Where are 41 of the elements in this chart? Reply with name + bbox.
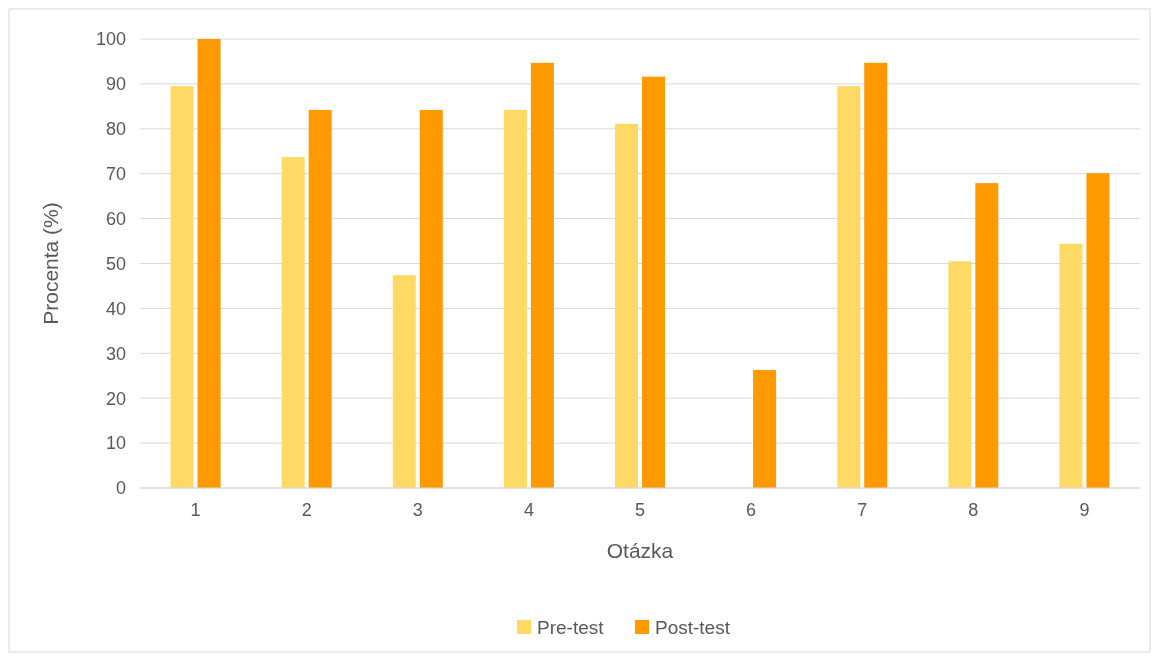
bar (975, 183, 999, 488)
bar (170, 86, 194, 488)
bar (197, 39, 221, 488)
x-tick-label: 1 (190, 500, 201, 520)
y-tick-label: 40 (105, 298, 126, 319)
x-tick-label: 7 (857, 500, 868, 520)
legend-label: Pre-test (537, 616, 605, 638)
bar (1086, 173, 1110, 488)
y-tick-label: 20 (105, 388, 126, 409)
y-tick-label: 50 (105, 253, 126, 274)
x-tick-label: 5 (634, 500, 646, 520)
bar (864, 62, 888, 488)
bar (615, 123, 638, 488)
y-tick-label: 30 (105, 343, 126, 364)
bar (1059, 243, 1083, 488)
y-axis-title: Procenta (%) (39, 202, 62, 325)
bar (503, 109, 527, 488)
legend-label: Post-test (655, 616, 731, 638)
bar (392, 275, 416, 488)
y-tick-label: 90 (105, 74, 126, 95)
bar (837, 86, 861, 488)
y-tick-label: 10 (105, 433, 126, 454)
x-tick-label: 4 (523, 500, 534, 520)
y-tick-label: 100 (95, 29, 126, 50)
x-axis-title: Otázka (606, 539, 674, 562)
bar (948, 261, 972, 488)
y-tick-label: 0 (115, 478, 126, 499)
bar (308, 109, 332, 488)
bar (419, 109, 443, 488)
bar (281, 157, 305, 488)
x-tick-label: 2 (301, 500, 312, 520)
x-tick-label: 8 (968, 500, 979, 520)
y-tick-label: 70 (105, 164, 126, 184)
bar (530, 62, 554, 488)
bar (753, 369, 777, 488)
y-tick-label: 80 (105, 119, 126, 140)
bar (642, 76, 665, 488)
x-tick-label: 3 (412, 500, 423, 520)
x-tick-label: 6 (746, 500, 757, 520)
y-tick-label: 60 (105, 208, 126, 229)
x-tick-label: 9 (1079, 500, 1090, 520)
